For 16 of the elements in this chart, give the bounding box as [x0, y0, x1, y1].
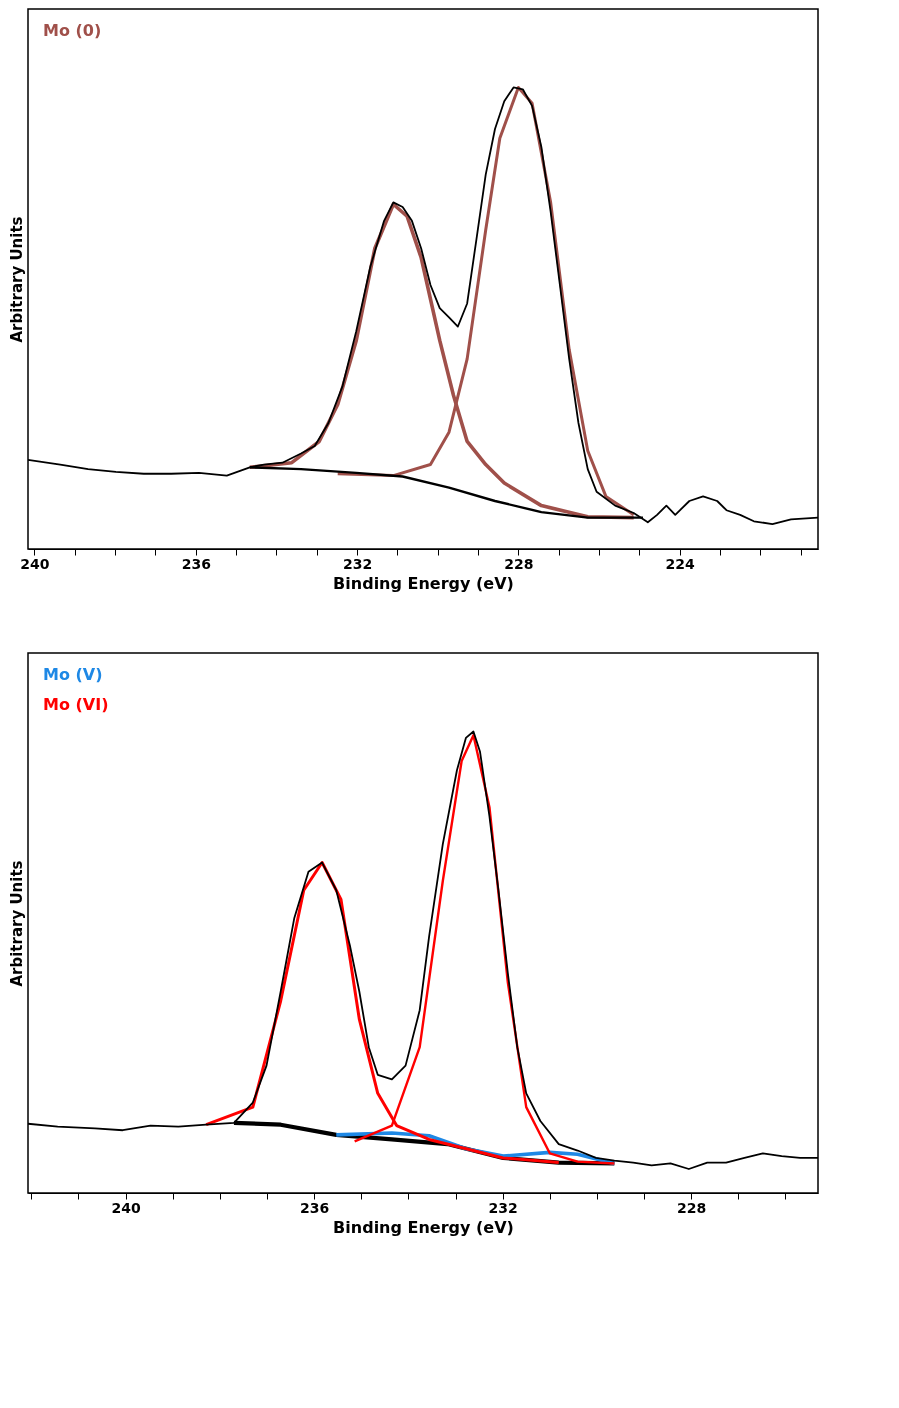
x-tick-label: 236 — [181, 555, 211, 572]
text: Mo (V) — [43, 665, 103, 684]
x-axis-title: Binding Energy (eV) — [333, 1217, 514, 1237]
y-axis-title: Arbitrary Units — [7, 216, 26, 343]
x-tick-label: 224 — [665, 555, 696, 572]
x-axis-title: Binding Energy (eV) — [333, 573, 514, 593]
x-tick-label: 228 — [504, 555, 534, 572]
x-tick-label: 232 — [342, 555, 373, 572]
x-tick-label: 232 — [488, 1199, 518, 1216]
x-tick-label: 236 — [300, 1199, 330, 1216]
x-tick-label: 240 — [111, 1199, 141, 1216]
y-axis-title: Arbitrary Units — [7, 860, 26, 987]
text: Mo (0) — [43, 21, 102, 40]
text: Mo (VI) — [43, 695, 109, 714]
x-tick-label: 240 — [20, 555, 50, 572]
x-tick-label: 228 — [677, 1199, 707, 1216]
